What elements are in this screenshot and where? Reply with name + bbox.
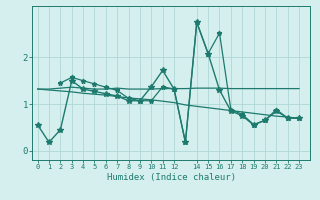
X-axis label: Humidex (Indice chaleur): Humidex (Indice chaleur) [107, 173, 236, 182]
